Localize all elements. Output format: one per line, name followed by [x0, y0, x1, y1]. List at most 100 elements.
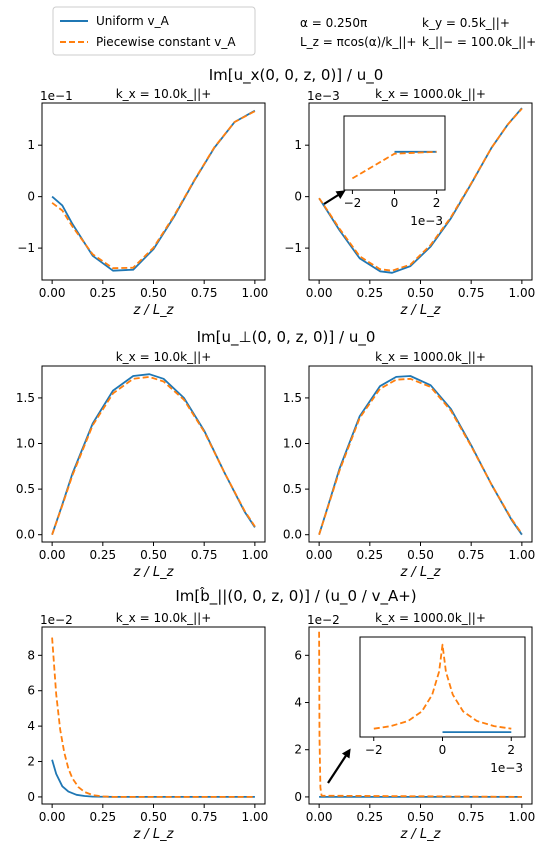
panel-1-axes-frame [41, 102, 266, 281]
panel-4-axes-frame [308, 365, 533, 543]
panel-4-x-tick-label: 0.00 [306, 548, 333, 562]
panel-6-inset-x-tick-label: 0 [439, 743, 447, 757]
panel-2: 0.00 0.25 0.50 0.75 1.00 −1 0 1 k_x = 1000.0k_||… [284, 87, 535, 318]
panel-4-y-tick-label: 0.5 [283, 482, 302, 496]
panel-2-inset: −2 0 2 1e−3 [343, 115, 446, 228]
panel-6-x-tick-label: 0.25 [356, 810, 383, 824]
panel-6-inset-series-piecewise [373, 643, 512, 730]
legend-label-piecewise: Piecewise constant v_A [96, 35, 236, 49]
panel-3-x-axis-label: z / L_z [132, 565, 174, 580]
panel-4-y-tick-label: 1.5 [283, 391, 302, 405]
panel-2-inset-x-tick-label: −2 [344, 196, 362, 210]
param-kpar-minus: k_||− = 100.0k_||+ [422, 35, 536, 49]
panel-6-inset-arrow [327, 750, 350, 784]
panel-5: 0.00 0.25 0.50 0.75 1.00 0 2 4 6 8 k_x = 10.0k_||+… [27, 611, 268, 842]
panel-3-y-tick-label: 1.5 [16, 391, 35, 405]
panel-5-y-tick-label: 0 [27, 790, 35, 804]
panel-3-title: k_x = 10.0k_||+ [116, 350, 212, 364]
panel-5-plot-area [51, 637, 255, 798]
panel-1-y-tick-label: −1 [17, 241, 35, 255]
panel-4-title: k_x = 1000.0k_||+ [375, 350, 486, 364]
panel-5-series-piecewise [51, 637, 255, 798]
panel-6-plot-area [318, 631, 522, 798]
panel-2-x-tick-label: 1.00 [509, 286, 536, 300]
panel-4-x-tick-label: 0.25 [356, 548, 383, 562]
row-title-bpar: Im[b̂_||(0, 0, z, 0)] / (u_0 / v_A+) [175, 586, 416, 606]
panel-5-y-tick-label: 8 [27, 648, 35, 662]
panel-6-title: k_x = 1000.0k_||+ [375, 611, 486, 625]
panel-6-x-tick-label: 1.00 [509, 810, 536, 824]
panel-3-series-piecewise [51, 376, 256, 535]
panel-4: 0.00 0.25 0.50 0.75 1.00 0.0 0.5 1.0 1.5 k_x = 10… [283, 350, 535, 580]
panel-4-plot-area [318, 375, 523, 536]
panel-3-x-tick-label: 0.50 [140, 548, 167, 562]
panel-4-y-tick-label: 0.0 [283, 528, 302, 542]
panel-5-y-tick-label: 6 [27, 684, 35, 698]
panel-2-x-axis-label: z / L_z [399, 303, 441, 318]
panel-5-y-tick-label: 4 [27, 719, 35, 733]
panel-2-inset-arrow-head [335, 190, 346, 200]
panel-2-x-tick-label: 0.00 [306, 286, 333, 300]
panel-6-y-tick-label: 4 [294, 696, 302, 710]
panel-1-y-tick-label: 1 [27, 138, 35, 152]
panel-2-plot-area [318, 107, 523, 274]
panel-3-y-tick-label: 0.5 [16, 482, 35, 496]
panel-1-x-tick-label: 0.00 [39, 286, 66, 300]
panel-5-axes-frame [41, 626, 266, 805]
panel-1-plot-area [51, 109, 256, 272]
panel-3-series-uniform [51, 373, 256, 535]
panel-2-series-piecewise [318, 108, 523, 272]
panel-5-x-tick-label: 1.00 [242, 810, 269, 824]
panel-5-x-tick-label: 0.50 [140, 810, 167, 824]
panel-1-x-tick-label: 1.00 [242, 286, 269, 300]
panel-6-x-tick-label: 0.00 [306, 810, 333, 824]
panel-6-inset-x-tick-label: 2 [507, 743, 515, 757]
legend-label-uniform: Uniform v_A [96, 14, 170, 28]
panel-4-x-tick-label: 1.00 [509, 548, 536, 562]
panel-6-inset-offset-text: 1e−3 [490, 761, 523, 775]
panel-1-x-tick-label: 0.75 [191, 286, 218, 300]
panel-3-plot-area [51, 373, 256, 535]
panel-4-series-piecewise [318, 377, 523, 535]
panel-5-y-tick-label: 2 [27, 755, 35, 769]
parameter-header: α = 0.250π k_y = 0.5k_||+ L_z = πcos(α)/… [300, 16, 536, 49]
panel-6-series-piecewise [318, 631, 522, 798]
panel-3-axes-frame [41, 365, 266, 543]
panel-2-inset-x-tick-label: 2 [433, 196, 441, 210]
row-title-uperp: Im[u_⊥(0, 0, z, 0)] / u_0 [197, 328, 376, 347]
panel-2-series-uniform [318, 107, 523, 274]
panel-5-title: k_x = 10.0k_||+ [116, 611, 212, 625]
param-lz: L_z = πcos(α)/k_||+ [300, 35, 417, 49]
panel-1-y-tick-label: 0 [27, 190, 35, 204]
panel-2-y-tick-label: 0 [294, 190, 302, 204]
panel-6-offset-text: 1e−2 [307, 613, 340, 627]
panel-4-x-tick-label: 0.75 [458, 548, 485, 562]
panel-3-y-tick-label: 1.0 [16, 437, 35, 451]
panel-3-x-tick-label: 0.00 [39, 548, 66, 562]
panel-5-x-axis-label: z / L_z [132, 827, 174, 842]
panel-1-x-tick-label: 0.25 [89, 286, 116, 300]
panel-4-series-uniform [318, 375, 523, 536]
panel-1-series-piecewise [51, 110, 256, 270]
param-ky: k_y = 0.5k_||+ [422, 16, 510, 30]
panel-6-x-tick-label: 0.75 [458, 810, 485, 824]
panel-1: 0.00 0.25 0.50 0.75 1.00 −1 0 1 k_x = 10.0k_||+z… [17, 87, 268, 318]
panel-2-title: k_x = 1000.0k_||+ [375, 87, 486, 101]
panel-2-x-tick-label: 0.50 [407, 286, 434, 300]
panel-5-x-tick-label: 0.00 [39, 810, 66, 824]
row-title-ux: Im[u_x(0, 0, z, 0)] / u_0 [209, 66, 384, 85]
panel-6: 0.00 0.25 0.50 0.75 1.00 0 2 4 6 k_x = 1000.0k_||… [294, 611, 535, 842]
panel-3: 0.00 0.25 0.50 0.75 1.00 0.0 0.5 1.0 1.5 k_x = 10… [16, 350, 268, 580]
panel-4-y-tick-label: 1.0 [283, 437, 302, 451]
panel-2-inset-x-tick-label: 0 [391, 196, 399, 210]
panel-3-y-tick-label: 0.0 [16, 528, 35, 542]
panel-4-x-axis-label: z / L_z [399, 565, 441, 580]
panel-1-x-axis-label: z / L_z [132, 303, 174, 318]
panel-2-y-tick-label: 1 [294, 138, 302, 152]
panel-2-x-tick-label: 0.25 [356, 286, 383, 300]
panel-3-x-tick-label: 0.75 [191, 548, 218, 562]
panel-3-x-tick-label: 1.00 [242, 548, 269, 562]
panel-2-inset-series-piecewise [351, 150, 437, 180]
